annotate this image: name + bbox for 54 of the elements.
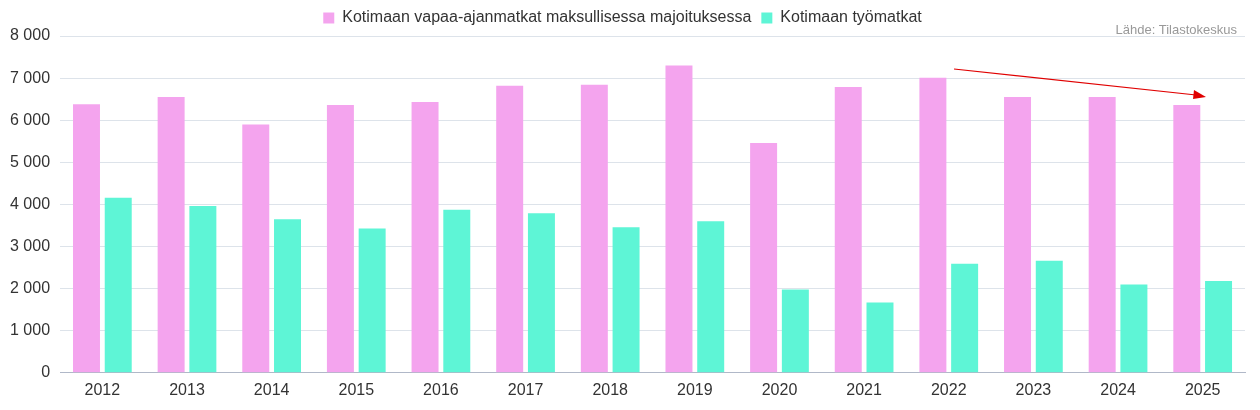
bar [697, 221, 725, 373]
bar [326, 105, 354, 373]
bar [1120, 284, 1148, 373]
bar [1035, 260, 1063, 373]
bar [1088, 97, 1116, 373]
x-tick-label: 2023 [1015, 380, 1052, 398]
bar [1173, 105, 1201, 373]
legend-label: Kotimaan vapaa-ajanmatkat maksullisessa majoituksessa [342, 8, 752, 26]
y-tick-label: 6 000 [9, 110, 51, 128]
bar [242, 124, 270, 373]
bar [612, 227, 640, 373]
x-tick-label: 2019 [677, 380, 713, 398]
y-tick-label: 1 000 [9, 321, 51, 339]
bar [104, 197, 132, 373]
x-tick-label: 2015 [338, 380, 375, 398]
bar [834, 86, 862, 373]
bar [580, 84, 608, 373]
y-tick-label: 8 000 [9, 26, 51, 44]
y-tick-label: 7 000 [9, 68, 51, 86]
x-tick-label: 2017 [507, 380, 544, 398]
bar [527, 213, 555, 373]
y-tick-label: 5 000 [9, 152, 51, 170]
x-tick-label: 2018 [592, 380, 629, 398]
x-tick-label: 2021 [846, 380, 883, 398]
bar [73, 104, 100, 373]
annotation: Lähde: Tilastokeskus [1115, 22, 1238, 38]
bar [411, 102, 439, 373]
bar [274, 219, 301, 373]
bar [919, 77, 947, 373]
bar [665, 65, 693, 373]
x-tick-label: 2025 [1184, 380, 1221, 398]
y-tick-label: 4 000 [9, 194, 51, 212]
x-tick-label: 2012 [84, 380, 121, 398]
bar [951, 263, 979, 373]
x-tick-label: 2013 [169, 380, 205, 398]
bar [1205, 281, 1233, 373]
y-tick-label: 2 000 [9, 279, 51, 297]
x-tick-label: 2022 [930, 380, 967, 398]
x-tick-label: 2020 [761, 380, 798, 398]
bar [443, 209, 471, 373]
y-tick-label: 3 000 [9, 236, 51, 254]
legend-label: Kotimaan työmatkat [780, 8, 923, 26]
bar [781, 289, 809, 373]
bar [1004, 97, 1032, 373]
bar [496, 85, 524, 373]
x-tick-label: 2014 [253, 380, 290, 398]
bar [157, 97, 185, 373]
bar [866, 302, 894, 373]
x-tick-label: 2024 [1100, 380, 1136, 398]
y-tick-label: 0 [41, 363, 51, 381]
bar [358, 228, 386, 373]
x-tick-label: 2016 [423, 380, 459, 398]
bar [750, 142, 778, 373]
bar [189, 206, 217, 373]
